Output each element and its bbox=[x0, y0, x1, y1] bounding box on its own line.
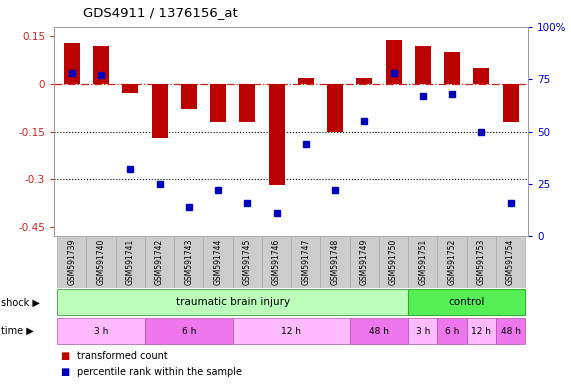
Bar bbox=[239, 84, 255, 122]
Text: transformed count: transformed count bbox=[77, 351, 168, 361]
Bar bbox=[444, 52, 460, 84]
Bar bbox=[233, 318, 349, 344]
Bar bbox=[86, 236, 116, 288]
Bar bbox=[210, 84, 226, 122]
Text: GSM591749: GSM591749 bbox=[360, 239, 369, 285]
Bar bbox=[151, 84, 168, 138]
Text: 48 h: 48 h bbox=[369, 327, 389, 336]
Bar bbox=[496, 236, 525, 288]
Text: 6 h: 6 h bbox=[445, 327, 459, 336]
Bar bbox=[467, 318, 496, 344]
Bar bbox=[181, 84, 197, 109]
Text: GSM591740: GSM591740 bbox=[96, 239, 106, 285]
Text: shock ▶: shock ▶ bbox=[1, 297, 39, 308]
Text: traumatic brain injury: traumatic brain injury bbox=[176, 297, 289, 308]
Bar bbox=[473, 68, 489, 84]
Text: GSM591743: GSM591743 bbox=[184, 239, 194, 285]
Bar bbox=[385, 40, 401, 84]
Text: GSM591739: GSM591739 bbox=[67, 239, 77, 285]
Text: GSM591742: GSM591742 bbox=[155, 239, 164, 285]
Bar bbox=[291, 236, 320, 288]
Bar bbox=[437, 236, 467, 288]
Text: 6 h: 6 h bbox=[182, 327, 196, 336]
Bar bbox=[298, 78, 314, 84]
Bar bbox=[379, 236, 408, 288]
Bar bbox=[320, 236, 349, 288]
Bar bbox=[349, 236, 379, 288]
Bar bbox=[203, 236, 233, 288]
Bar bbox=[57, 236, 86, 288]
Bar bbox=[437, 318, 467, 344]
Bar bbox=[356, 78, 372, 84]
Bar bbox=[174, 236, 203, 288]
Text: 48 h: 48 h bbox=[501, 327, 521, 336]
Bar bbox=[145, 318, 233, 344]
Text: GSM591745: GSM591745 bbox=[243, 239, 252, 285]
Bar bbox=[408, 236, 437, 288]
Bar bbox=[268, 84, 284, 185]
Text: 3 h: 3 h bbox=[94, 327, 108, 336]
Bar bbox=[64, 43, 80, 84]
Bar bbox=[496, 318, 525, 344]
Bar bbox=[116, 236, 145, 288]
Bar bbox=[327, 84, 343, 131]
Bar bbox=[349, 318, 408, 344]
Bar bbox=[408, 290, 525, 315]
Text: 12 h: 12 h bbox=[472, 327, 492, 336]
Bar bbox=[467, 236, 496, 288]
Bar bbox=[408, 318, 437, 344]
Text: 3 h: 3 h bbox=[416, 327, 430, 336]
Bar bbox=[93, 46, 109, 84]
Text: GSM591750: GSM591750 bbox=[389, 239, 398, 285]
Bar bbox=[57, 318, 145, 344]
Bar bbox=[502, 84, 518, 122]
Text: GSM591747: GSM591747 bbox=[301, 239, 310, 285]
Text: GSM591754: GSM591754 bbox=[506, 239, 515, 285]
Text: GSM591753: GSM591753 bbox=[477, 239, 486, 285]
Bar bbox=[415, 46, 431, 84]
Text: percentile rank within the sample: percentile rank within the sample bbox=[77, 367, 242, 377]
Text: ■: ■ bbox=[60, 367, 69, 377]
Bar bbox=[233, 236, 262, 288]
Text: control: control bbox=[449, 297, 485, 308]
Text: ■: ■ bbox=[60, 351, 69, 361]
Text: time ▶: time ▶ bbox=[1, 326, 33, 336]
Bar bbox=[145, 236, 174, 288]
Text: GSM591741: GSM591741 bbox=[126, 239, 135, 285]
Text: GSM591752: GSM591752 bbox=[448, 239, 457, 285]
Text: GSM591751: GSM591751 bbox=[419, 239, 427, 285]
Text: GDS4911 / 1376156_at: GDS4911 / 1376156_at bbox=[83, 6, 238, 19]
Text: GSM591748: GSM591748 bbox=[331, 239, 340, 285]
Bar bbox=[57, 290, 408, 315]
Bar bbox=[122, 84, 138, 93]
Text: GSM591744: GSM591744 bbox=[214, 239, 223, 285]
Text: GSM591746: GSM591746 bbox=[272, 239, 281, 285]
Text: 12 h: 12 h bbox=[281, 327, 301, 336]
Bar bbox=[262, 236, 291, 288]
